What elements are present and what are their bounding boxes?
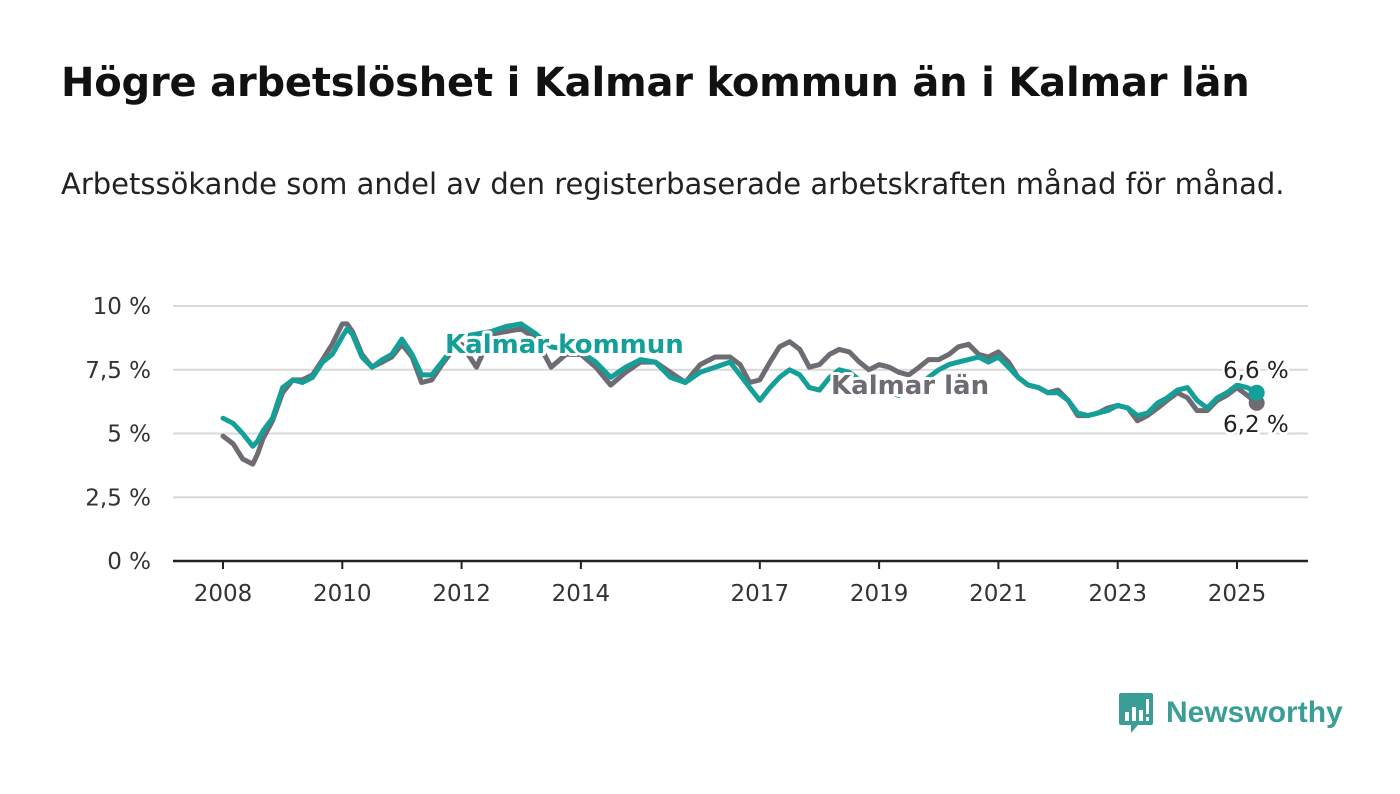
x-tick-label: 2008 <box>194 581 253 607</box>
chart-title: Högre arbetslöshet i Kalmar kommun än i … <box>61 60 1250 106</box>
x-axis-tick-labels: 2008 2010 2012 2014 2017 2019 2021 2023 2025 <box>194 561 1267 607</box>
series-line-kalmar-kommun <box>220 321 1260 449</box>
x-tick-label: 2010 <box>313 581 372 607</box>
x-tick-label: 2017 <box>731 581 790 607</box>
x-tick-label: 2014 <box>552 581 611 607</box>
x-tick-label: 2012 <box>432 581 491 607</box>
series-lines <box>220 321 1265 467</box>
chart-subtitle: Arbetssökande som andel av den registerb… <box>61 167 1285 201</box>
y-tick-label: 0 % <box>107 549 151 575</box>
y-tick-label: 2,5 % <box>85 485 151 511</box>
series-label-kalmar-lan: Kalmar län <box>831 371 989 401</box>
x-tick-label: 2025 <box>1208 581 1267 607</box>
end-value-label-kalmar-kommun: 6,6 % <box>1223 358 1289 384</box>
series-end-point <box>1248 384 1265 401</box>
end-value-label-kalmar-lan: 6,2 % <box>1223 412 1289 438</box>
y-tick-label: 10 % <box>93 294 151 320</box>
series-labels: Kalmar kommun Kalmar län 6,6 % 6,2 % <box>442 327 1291 441</box>
series-line-kalmar-lan <box>220 321 1260 467</box>
y-tick-label: 5 % <box>107 422 151 448</box>
x-tick-label: 2023 <box>1088 581 1147 607</box>
newsworthy-logo-text: Newsworthy <box>1166 696 1343 729</box>
y-tick-label: 7,5 % <box>85 358 151 384</box>
x-tick-label: 2019 <box>850 581 909 607</box>
newsworthy-logo-icon <box>1119 693 1153 733</box>
series-label-kalmar-kommun: Kalmar kommun <box>445 330 684 360</box>
x-tick-label: 2021 <box>969 581 1028 607</box>
newsworthy-logo: Newsworthy <box>1118 690 1343 736</box>
y-axis-tick-labels: 0 % 2,5 % 5 % 7,5 % 10 % <box>85 294 151 575</box>
